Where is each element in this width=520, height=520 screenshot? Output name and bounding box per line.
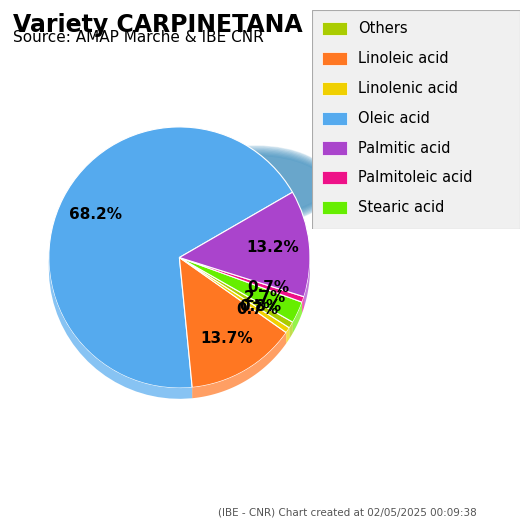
Text: Oleic acid: Oleic acid [358, 111, 430, 126]
Text: 0.7%: 0.7% [237, 302, 279, 317]
Text: Palmitic acid: Palmitic acid [358, 140, 450, 155]
Polygon shape [293, 302, 302, 333]
Bar [322, 172, 347, 185]
Ellipse shape [183, 153, 329, 222]
Wedge shape [179, 257, 304, 302]
Bar [322, 201, 347, 214]
Polygon shape [286, 328, 290, 343]
Ellipse shape [183, 146, 329, 215]
Polygon shape [290, 322, 293, 339]
Text: (IBE - CNR) Chart created at 02/05/2025 00:09:38: (IBE - CNR) Chart created at 02/05/2025 … [218, 508, 477, 517]
Wedge shape [179, 257, 290, 333]
Text: Source: AMAP Marche & IBE CNR: Source: AMAP Marche & IBE CNR [13, 30, 264, 45]
Text: Linolenic acid: Linolenic acid [358, 81, 458, 96]
Wedge shape [179, 257, 293, 328]
Text: Others: Others [358, 21, 407, 36]
Bar [322, 82, 347, 95]
Text: 2.7%: 2.7% [243, 290, 286, 305]
Polygon shape [304, 251, 310, 307]
Text: Linoleic acid: Linoleic acid [358, 51, 448, 66]
Bar [322, 22, 347, 35]
Text: 13.2%: 13.2% [246, 240, 299, 255]
Wedge shape [179, 192, 310, 297]
Wedge shape [49, 127, 292, 388]
Ellipse shape [183, 151, 329, 220]
Text: 68.2%: 68.2% [69, 207, 122, 222]
Polygon shape [49, 258, 192, 399]
Polygon shape [192, 333, 286, 398]
Text: 0.8%: 0.8% [239, 298, 281, 314]
Wedge shape [179, 257, 302, 322]
Bar [322, 141, 347, 154]
Bar [322, 112, 347, 125]
Ellipse shape [183, 149, 329, 218]
Ellipse shape [183, 155, 329, 225]
Wedge shape [179, 257, 286, 387]
Text: 13.7%: 13.7% [201, 331, 253, 346]
Ellipse shape [183, 154, 329, 223]
Ellipse shape [183, 150, 329, 219]
FancyBboxPatch shape [312, 10, 520, 229]
Bar [322, 51, 347, 65]
Text: Variety CARPINETANA: Variety CARPINETANA [13, 13, 303, 37]
Text: 0.7%: 0.7% [248, 280, 290, 295]
Ellipse shape [183, 148, 329, 217]
Text: Palmitoleic acid: Palmitoleic acid [358, 171, 472, 186]
Text: Stearic acid: Stearic acid [358, 200, 444, 215]
Polygon shape [302, 297, 304, 313]
